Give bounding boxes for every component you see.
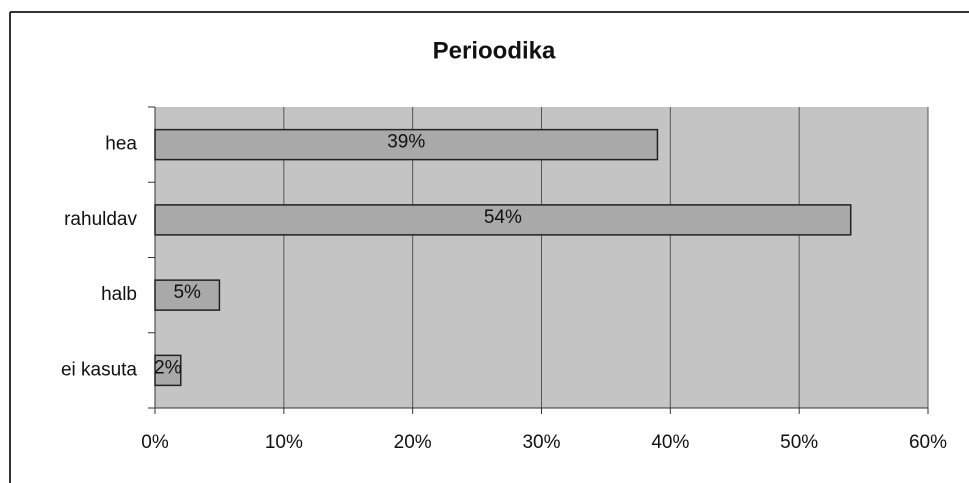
bar xyxy=(154,279,221,311)
x-tick-label: 10% xyxy=(265,432,303,453)
y-tick-label: hea xyxy=(105,134,137,155)
y-tick-label: ei kasuta xyxy=(61,359,137,380)
value-label: 39% xyxy=(387,132,425,153)
x-tick-label: 30% xyxy=(522,432,560,453)
bar xyxy=(154,128,659,161)
x-tick-label: 0% xyxy=(141,432,169,453)
y-tick-label: halb xyxy=(101,284,137,305)
y-tick-label: rahuldav xyxy=(64,209,137,230)
value-label: 2% xyxy=(154,357,182,378)
x-tick-label: 20% xyxy=(394,432,432,453)
value-label: 54% xyxy=(484,207,522,228)
bar xyxy=(154,204,852,236)
x-tick-label: 60% xyxy=(909,432,947,453)
x-tick-label: 50% xyxy=(780,432,818,453)
value-label: 5% xyxy=(173,282,201,303)
x-tick-label: 40% xyxy=(651,432,689,453)
chart-title: Perioodika xyxy=(433,37,556,64)
bar xyxy=(154,354,182,387)
